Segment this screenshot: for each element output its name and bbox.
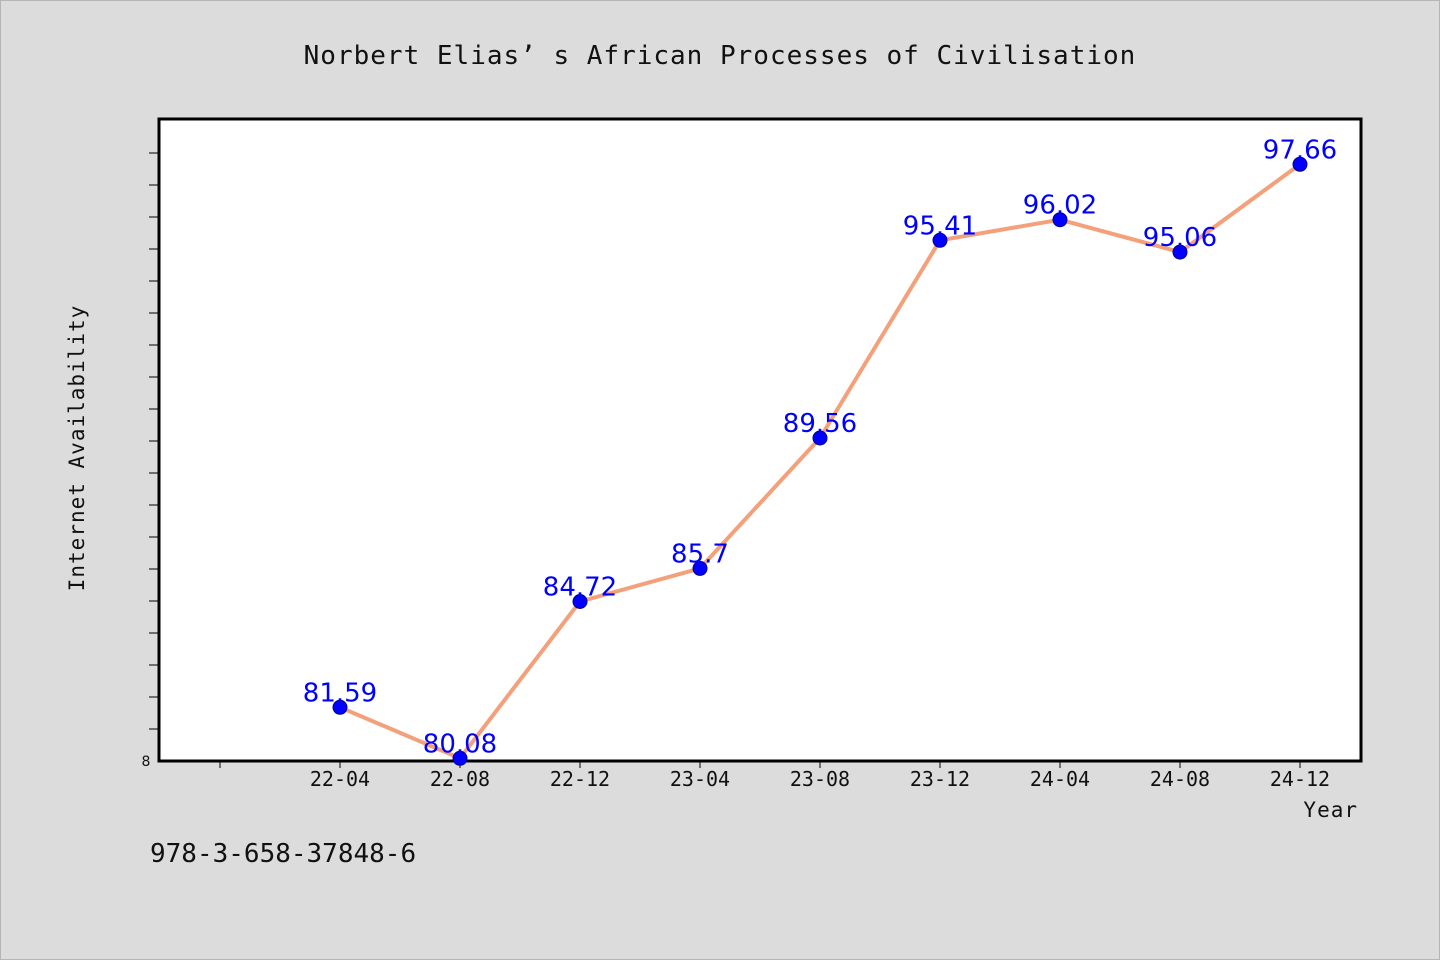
data-label: 81.59 (303, 678, 377, 708)
y-axis-label: Internet Availability (65, 305, 89, 592)
data-point (332, 699, 348, 715)
data-label: 96.02 (1023, 191, 1097, 221)
x-tick-label: 22-08 (430, 767, 490, 791)
data-label: 85.7 (671, 539, 729, 569)
x-tick-label: 22-04 (310, 767, 370, 791)
chart-title: Norbert Elias’ s African Processes of Ci… (304, 41, 1137, 71)
x-tick-label: 24-08 (1150, 767, 1210, 791)
x-tick-label: 22-12 (550, 767, 610, 791)
x-tick-label: 23-08 (790, 767, 850, 791)
data-label: 95.06 (1143, 223, 1217, 253)
data-point (572, 594, 588, 609)
data-label: 84.72 (543, 573, 617, 603)
data-label: 95.41 (903, 211, 977, 241)
y-axis-ticks (149, 152, 159, 730)
data-point (932, 232, 948, 248)
data-label: 80.08 (423, 729, 497, 759)
x-axis-ticks: 22-04 22-08 22-12 23-04 23-08 23-12 24-04 24-08… (219, 761, 1330, 791)
x-tick-label: 23-12 (910, 767, 970, 791)
data-point (1292, 156, 1308, 172)
x-tick-label: 24-04 (1030, 767, 1090, 791)
data-point (1172, 244, 1188, 260)
data-point (1052, 212, 1068, 228)
x-tick-label: 24-12 (1270, 767, 1330, 791)
footnote: 978-3-658-37848-6 (150, 839, 416, 869)
data-point (812, 430, 828, 446)
plot-area (157, 117, 1363, 763)
x-axis-label: Year (1303, 798, 1358, 822)
data-point (692, 560, 708, 576)
y-min-tick-label: 8 (142, 754, 151, 770)
series-layer: 81.59 80.08 84.72 85.7 89.56 95.41 96.02 95.06 9… (303, 135, 1337, 766)
data-label: 97.66 (1263, 135, 1337, 165)
data-label: 89.56 (783, 409, 857, 439)
x-tick-label: 23-04 (670, 767, 730, 791)
data-point (452, 750, 468, 766)
